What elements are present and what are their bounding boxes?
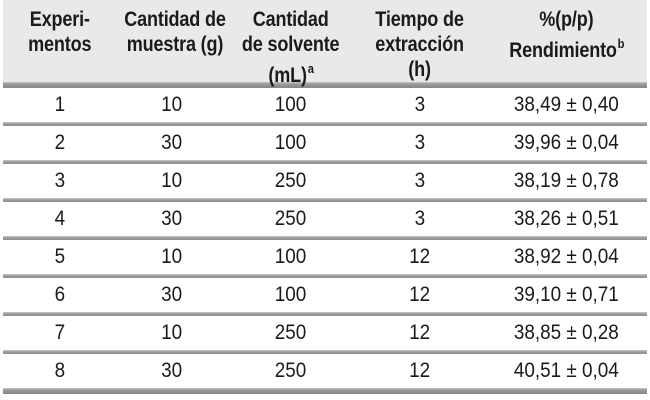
table-cell: 3: [414, 131, 426, 154]
table-row: 7 10 250 12 38,85 ± 0,28: [3, 316, 647, 350]
table-cell: 12: [409, 283, 431, 306]
table-cell: 10: [161, 245, 183, 268]
table-cell: 40,51 ± 0,04: [514, 359, 619, 382]
header-rule: [3, 82, 647, 88]
table-header-row: Experi-mentos Cantidad de muestra (g) Canti…: [3, 0, 647, 87]
table-cell: 100: [275, 283, 307, 306]
table-cell: 3: [414, 207, 426, 230]
table-cell: 250: [275, 321, 307, 344]
table-cell: 38,49 ± 0,40: [514, 93, 619, 116]
table-cell: 6: [54, 283, 65, 306]
table-cell: 100: [275, 93, 307, 116]
column-header-0: Experi-mentos: [3, 0, 116, 88]
table-cell: 10: [161, 169, 183, 192]
table-row: 8 30 250 12 40,51 ± 0,04: [3, 354, 647, 388]
table-row: 6 30 100 12 39,10 ± 0,71: [3, 278, 647, 312]
row-separator: [3, 122, 647, 126]
column-header-text: Cantidad de solvente (mL)a: [242, 8, 340, 87]
table-cell: 250: [275, 359, 307, 382]
table-row: 5 10 100 12 38,92 ± 0,04: [3, 240, 647, 274]
table-cell: 3: [414, 93, 426, 116]
table-cell: 250: [275, 169, 307, 192]
table-cell: 30: [161, 283, 183, 306]
row-separator: [3, 160, 647, 164]
table-cell: 5: [54, 245, 65, 268]
table-cell: 12: [409, 359, 431, 382]
table-cell: 7: [54, 321, 65, 344]
table-cell: 38,26 ± 0,51: [514, 207, 619, 230]
row-separator: [3, 274, 647, 278]
column-header-3: Tiempo de extracción (h): [354, 0, 486, 88]
row-separator: [3, 236, 647, 240]
table-cell: 8: [54, 359, 65, 382]
table-cell: 12: [409, 245, 431, 268]
table-row: 1 10 100 3 38,49 ± 0,40: [3, 88, 647, 122]
table-cell: 4: [54, 207, 65, 230]
table-cell: 39,96 ± 0,04: [514, 131, 619, 154]
row-separator: [3, 312, 647, 316]
footnote-marker: b: [617, 36, 625, 51]
table-cell: 30: [161, 207, 183, 230]
row-separator: [3, 198, 647, 202]
column-header-4: %(p/p) Rendimientob: [486, 0, 647, 88]
table-cell: 30: [161, 359, 183, 382]
table-row: 3 10 250 3 38,19 ± 0,78: [3, 164, 647, 198]
column-header-1: Cantidad de muestra (g): [116, 0, 228, 88]
bottom-rule: [3, 388, 647, 394]
column-header-text: %(p/p) Rendimientob: [509, 8, 625, 62]
table-row: 4 30 250 3 38,26 ± 0,51: [3, 202, 647, 236]
column-header-text: Cantidad de muestra (g): [124, 8, 226, 56]
table-cell: 10: [161, 321, 183, 344]
column-header-2: Cantidad de solvente (mL)a: [228, 0, 354, 88]
table-cell: 38,85 ± 0,28: [514, 321, 619, 344]
table-cell: 38,19 ± 0,78: [514, 169, 619, 192]
table-cell: 3: [54, 169, 65, 192]
table-cell: 39,10 ± 0,71: [514, 283, 619, 306]
table-cell: 1: [54, 93, 65, 116]
table-cell: 250: [275, 207, 307, 230]
table-cell: 100: [275, 131, 307, 154]
table-cell: 100: [275, 245, 307, 268]
table-row: 2 30 100 3 39,96 ± 0,04: [3, 126, 647, 160]
column-header-text: Tiempo de extracción (h): [375, 8, 465, 81]
table-body: 1 10 100 3 38,49 ± 0,40 2 30 100 3 39,96 ± 0,04 3 1…: [3, 88, 647, 388]
results-table: Experi-mentos Cantidad de muestra (g) Canti…: [3, 0, 647, 394]
table-cell: 10: [161, 93, 183, 116]
column-header-text: Experi-mentos: [27, 8, 92, 56]
footnote-marker: a: [308, 61, 315, 76]
row-separator: [3, 350, 647, 354]
table-cell: 38,92 ± 0,04: [514, 245, 619, 268]
table-cell: 12: [409, 321, 431, 344]
table-cell: 2: [54, 131, 65, 154]
table-cell: 3: [414, 169, 426, 192]
table-cell: 30: [161, 131, 183, 154]
